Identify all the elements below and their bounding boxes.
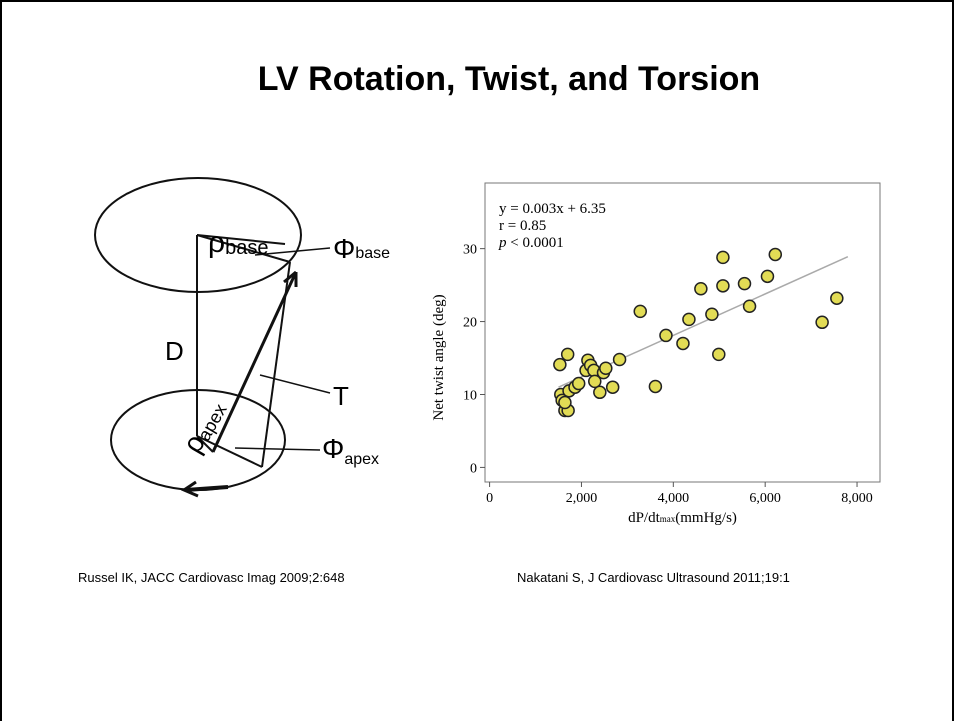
x-label-main: dP/dt (628, 510, 661, 526)
point (742, 299, 757, 313)
point (571, 376, 586, 391)
point (633, 304, 647, 319)
point (712, 347, 726, 362)
point (593, 385, 607, 400)
point (830, 291, 844, 305)
citation: Russel IK, JACC Cardiovasc Imag 2009;2:6… (78, 570, 345, 585)
annotation: r = 0.85 (499, 218, 546, 234)
point (612, 352, 627, 367)
y-axis-label: Net twist angle (deg) (431, 294, 447, 420)
sub: base (355, 245, 390, 262)
x-label-sub: max (660, 514, 676, 524)
point (716, 250, 730, 265)
point (588, 374, 602, 389)
rho-base: ρbase (208, 226, 268, 259)
x-tick-label: 8,000 (841, 491, 873, 506)
phi-base-line (196, 234, 286, 245)
x-tick-label: 2,000 (566, 491, 598, 506)
y-tick-label: 20 (463, 316, 477, 331)
sub: base (225, 237, 268, 259)
diagram (94, 177, 331, 498)
point (737, 276, 752, 291)
phi-apex: Φapex (322, 433, 379, 468)
annotation: p < 0.0001 (498, 235, 564, 251)
x-label-unit: (mmHg/s) (675, 510, 737, 526)
point (676, 336, 690, 351)
point (768, 247, 783, 262)
point (560, 347, 575, 362)
x-tick-label: 4,000 (658, 491, 690, 506)
p-value: < 0.0001 (507, 235, 564, 251)
phi-apex-pointer (234, 447, 321, 451)
point (694, 281, 708, 296)
y-tick-label: 10 (463, 388, 477, 403)
sub: apex (344, 451, 379, 468)
phi-base-pointer (254, 247, 331, 256)
citation: Nakatani S, J Cardiovasc Ultrasound 2011… (517, 570, 790, 585)
p-symbol: p (498, 235, 507, 251)
apex-line (196, 435, 263, 468)
apex-arrow (185, 485, 229, 492)
t-pointer (259, 374, 331, 394)
point (553, 357, 567, 372)
point (682, 312, 696, 327)
apex-arrow-head (180, 480, 199, 498)
d-label: D (165, 336, 184, 366)
rho-base-line (196, 234, 291, 263)
phi-base: Φbase (333, 233, 390, 264)
phi: Φ (322, 433, 344, 464)
y-tick-label: 0 (470, 461, 477, 476)
point (605, 380, 620, 394)
point (815, 315, 829, 330)
slide-title: LV Rotation, Twist, and Torsion (258, 60, 760, 98)
t-label: T (333, 381, 349, 411)
annotation: y = 0.003x + 6.35 (499, 201, 606, 217)
point (648, 379, 663, 394)
plot-frame (484, 182, 881, 483)
point (599, 361, 613, 375)
x-tick-label: 0 (486, 491, 493, 506)
phi: Φ (333, 233, 355, 264)
point (705, 307, 719, 322)
y-tick-label: 30 (463, 243, 477, 258)
x-axis-label: dP/dtmax(mmHg/s) (628, 510, 737, 526)
rho-apex-line (196, 435, 214, 453)
x-tick-label: 6,000 (749, 491, 781, 506)
scatter-chart: 0 10 20 30 0 2,000 4,000 6,000 8,000 y = 0.003x +… (431, 182, 881, 526)
point (659, 328, 673, 343)
point (760, 269, 775, 284)
point (716, 279, 730, 293)
t-arrow (283, 270, 298, 287)
t-line (211, 271, 298, 453)
point (558, 395, 572, 410)
rho: ρ (208, 226, 225, 259)
